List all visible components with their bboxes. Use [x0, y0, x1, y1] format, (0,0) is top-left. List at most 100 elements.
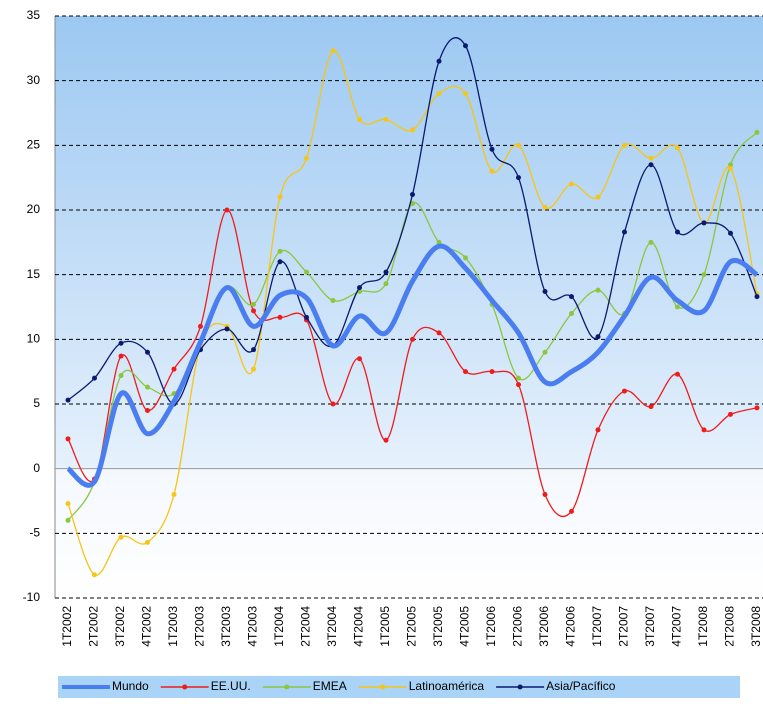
data-point — [436, 58, 442, 64]
x-tick-label: 4T2003 — [246, 606, 260, 647]
data-point — [542, 288, 548, 294]
x-tick-label: 3T2005 — [431, 606, 445, 647]
data-point — [569, 181, 574, 187]
y-tick-label: 35 — [27, 8, 41, 22]
data-point — [304, 155, 309, 161]
data-point — [330, 48, 336, 54]
data-point — [463, 369, 468, 375]
data-point — [410, 336, 415, 342]
data-point — [701, 272, 707, 278]
data-point — [224, 326, 230, 332]
data-point — [118, 353, 124, 359]
data-point — [277, 248, 283, 254]
x-tick-label: 2T2004 — [299, 606, 313, 647]
data-point — [701, 220, 707, 226]
series-line — [66, 243, 759, 488]
data-point — [277, 259, 283, 265]
x-tick-label: 2T2002 — [87, 606, 101, 647]
data-point — [277, 194, 283, 200]
y-tick-label: 0 — [33, 461, 40, 475]
y-tick-label: 10 — [27, 332, 41, 346]
legend-label: Asia/Pacífico — [546, 679, 616, 693]
x-tick-label: 4T2006 — [564, 606, 578, 647]
data-point — [728, 162, 733, 168]
data-point — [383, 116, 389, 122]
y-tick-label: 30 — [27, 73, 41, 87]
data-point — [595, 287, 601, 293]
data-point — [675, 229, 680, 235]
data-point — [92, 375, 97, 381]
data-point — [622, 388, 627, 394]
data-point — [92, 572, 97, 578]
x-tick-label: 3T2007 — [643, 606, 657, 647]
x-tick-label: 1T2008 — [696, 606, 710, 647]
x-tick-label: 1T2002 — [60, 606, 74, 647]
data-point — [728, 230, 733, 236]
data-point — [489, 168, 495, 174]
data-point — [383, 437, 389, 443]
data-point — [463, 43, 468, 49]
y-tick-label: 20 — [27, 202, 41, 216]
data-point — [542, 349, 548, 355]
data-point — [542, 492, 548, 498]
x-tick-label: 1T2007 — [590, 606, 604, 647]
data-point — [516, 382, 521, 388]
data-point — [357, 285, 362, 291]
data-point — [489, 146, 495, 152]
data-point — [489, 369, 495, 375]
data-point — [145, 407, 150, 413]
data-point — [383, 281, 389, 287]
x-tick-label: 2T2006 — [511, 606, 525, 647]
y-tick-label: -5 — [29, 526, 40, 540]
data-point — [251, 301, 256, 307]
data-point — [410, 201, 415, 207]
data-point — [648, 155, 654, 161]
data-point — [754, 405, 760, 411]
x-tick-label: 4T2002 — [140, 606, 154, 647]
data-point — [277, 314, 283, 320]
data-point — [675, 371, 680, 377]
data-point — [754, 294, 760, 300]
data-point — [516, 175, 521, 181]
data-point — [436, 330, 442, 336]
data-point — [463, 255, 468, 261]
data-point — [357, 116, 362, 122]
x-tick-label: 4T2004 — [352, 606, 366, 647]
legend-marker — [182, 684, 188, 690]
legend-marker — [380, 684, 386, 690]
data-point — [410, 191, 415, 197]
data-point — [648, 162, 654, 168]
data-point — [648, 404, 654, 410]
data-point — [648, 239, 654, 245]
data-point — [224, 207, 230, 213]
data-point — [622, 229, 627, 235]
data-point — [357, 356, 362, 362]
data-point — [304, 269, 309, 275]
x-tick-label: 4T2005 — [458, 606, 472, 647]
y-tick-label: 15 — [27, 267, 41, 281]
data-point — [118, 534, 124, 540]
data-point — [65, 501, 71, 507]
data-point — [251, 308, 256, 314]
data-point — [65, 517, 71, 523]
x-tick-label: 2T2008 — [723, 606, 737, 647]
data-point — [701, 427, 707, 433]
data-point — [436, 91, 442, 97]
data-point — [622, 142, 627, 148]
data-point — [65, 397, 71, 403]
x-tick-label: 1T2005 — [378, 606, 392, 647]
data-point — [304, 314, 309, 320]
legend-marker — [517, 684, 523, 690]
legend-marker — [284, 684, 290, 690]
legend-label: Mundo — [112, 679, 149, 693]
data-point — [675, 304, 680, 310]
data-point — [118, 340, 124, 346]
x-tick-label: 3T2004 — [325, 606, 339, 647]
data-point — [595, 427, 601, 433]
data-point — [251, 366, 256, 372]
legend-label: Latinoamérica — [409, 679, 485, 693]
data-point — [595, 194, 601, 200]
data-point — [171, 366, 177, 372]
data-point — [516, 375, 521, 381]
x-tick-label: 3T2003 — [219, 606, 233, 647]
